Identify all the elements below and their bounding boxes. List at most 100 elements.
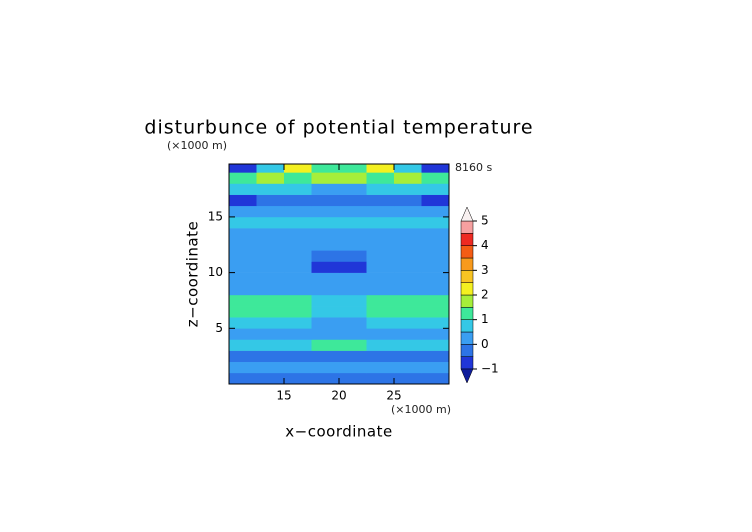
field-cell: [284, 272, 312, 285]
field-cell: [366, 328, 395, 340]
field-cell: [311, 350, 340, 363]
y-tick-label: 5: [215, 321, 223, 335]
field-cell: [311, 372, 340, 384]
colorbar-segment: [460, 294, 474, 308]
field-cell: [394, 205, 422, 218]
field-cell: [339, 183, 367, 195]
x-tick-label: 25: [386, 389, 401, 403]
field-cell: [256, 194, 285, 207]
field-cell: [394, 183, 422, 195]
field-cell: [229, 228, 257, 240]
field-cell: [366, 339, 395, 351]
colorbar-segment: [460, 245, 474, 259]
field-cell: [284, 228, 312, 240]
field-cell: [256, 205, 285, 218]
colorbar-tick-label: 3: [481, 263, 489, 277]
field-cell: [256, 250, 285, 262]
field-cell: [394, 194, 422, 207]
field-cell: [256, 339, 285, 351]
field-cell: [256, 164, 285, 173]
field-cell: [394, 306, 422, 318]
field-cell: [284, 361, 312, 374]
x-axis-label: x−coordinate: [285, 423, 392, 441]
field-cell: [366, 317, 395, 329]
field-cell: [366, 250, 395, 262]
field-cell: [339, 361, 367, 374]
field-cell: [311, 328, 340, 340]
field-cell: [394, 250, 422, 262]
field-cell: [394, 361, 422, 374]
colorbar-segment: [460, 356, 474, 370]
field-cell: [256, 216, 285, 229]
field-cell: [311, 272, 340, 285]
field-cell: [229, 183, 257, 195]
field-cell: [284, 283, 312, 296]
field-cell: [284, 328, 312, 340]
field-cell: [339, 216, 367, 229]
field-cell: [256, 228, 285, 240]
field-cell: [339, 194, 367, 207]
field-cell: [311, 317, 340, 329]
field-cell: [339, 164, 367, 173]
field-cell: [284, 317, 312, 329]
field-cell: [421, 339, 449, 351]
colorbar-over: [460, 206, 474, 222]
colorbar-tick-label: 1: [481, 312, 489, 326]
field-cell: [366, 194, 395, 207]
field-cell: [366, 228, 395, 240]
field-cell: [229, 294, 257, 307]
field-cell: [421, 228, 449, 240]
field-cell: [339, 261, 367, 273]
field-cell: [284, 239, 312, 251]
field-cell: [339, 317, 367, 329]
field-cell: [394, 372, 422, 384]
field-cell: [229, 194, 257, 207]
y-tick-label: 15: [208, 209, 223, 223]
field-cell: [229, 261, 257, 273]
field: [229, 164, 449, 384]
field-cell: [256, 350, 285, 363]
field-cell: [421, 361, 449, 374]
field-cell: [394, 272, 422, 285]
field-cell: [421, 183, 449, 195]
field-cell: [421, 372, 449, 384]
field-cell: [284, 216, 312, 229]
field-cell: [421, 272, 449, 285]
field-cell: [311, 339, 340, 351]
field-cell: [311, 306, 340, 318]
field-cell: [284, 205, 312, 218]
field-cell: [284, 164, 312, 173]
field-cell: [394, 261, 422, 273]
field-cell: [256, 261, 285, 273]
field-cell: [421, 250, 449, 262]
field-cell: [229, 250, 257, 262]
field-cell: [366, 361, 395, 374]
field-cell: [229, 372, 257, 384]
field-cell: [339, 228, 367, 240]
field-cell: [421, 328, 449, 340]
field-cell: [311, 283, 340, 296]
field-cell: [394, 339, 422, 351]
field-cell: [339, 306, 367, 318]
field-cell: [229, 205, 257, 218]
field-cell: [284, 183, 312, 195]
field-cell: [394, 328, 422, 340]
field-cell: [366, 350, 395, 363]
field-cell: [229, 317, 257, 329]
field-cell: [366, 172, 395, 184]
colorbar-segment: [460, 270, 474, 283]
field-cell: [421, 239, 449, 251]
field-cell: [229, 283, 257, 296]
field-cell: [311, 294, 340, 307]
field-cell: [311, 216, 340, 229]
field-cell: [421, 172, 449, 184]
colorbar-segment: [460, 233, 474, 246]
field-cell: [284, 339, 312, 351]
field-cell: [339, 339, 367, 351]
colorbar-tick-label: 5: [481, 214, 489, 228]
field-cell: [229, 306, 257, 318]
field-cell: [421, 205, 449, 218]
field-cell: [366, 239, 395, 251]
field-cell: [339, 172, 367, 184]
